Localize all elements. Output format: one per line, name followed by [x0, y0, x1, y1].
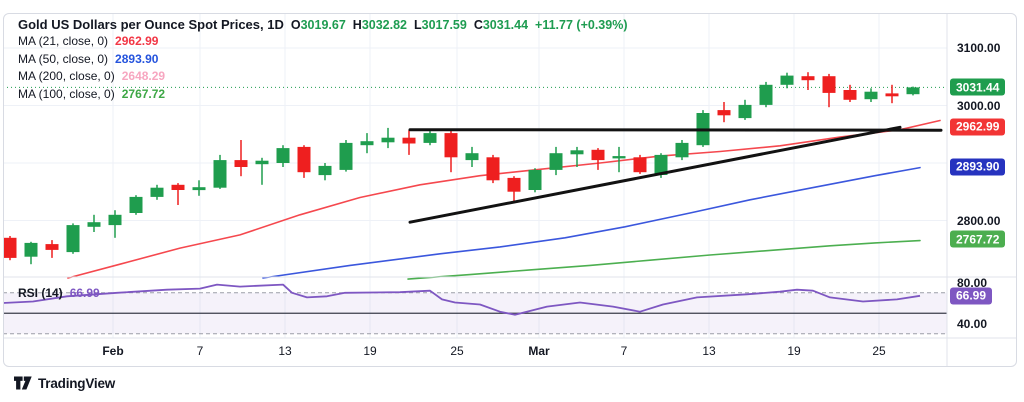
trendline — [408, 128, 943, 132]
rsi-legend-row: RSI (14) 66.99 — [18, 286, 100, 300]
low-value: L3017.59 — [414, 18, 467, 32]
price-axis-badge: 66.99 — [950, 287, 993, 305]
candle-up — [528, 169, 542, 190]
candle-down — [486, 157, 500, 181]
rsi-line — [2, 283, 921, 316]
candle-up — [780, 75, 794, 85]
candle-up — [87, 222, 101, 227]
ma100-legend-row: MA (100, close, 0) 2767.72 — [18, 87, 166, 101]
tradingview-logo[interactable]: TradingView — [14, 375, 115, 391]
ma21-legend-row: MA (21, close, 0) 2962.99 — [18, 34, 159, 48]
candle-down — [591, 149, 605, 161]
candle-up — [129, 196, 143, 213]
candles-layer — [3, 72, 920, 265]
price-axis-badge: 2767.72 — [950, 230, 1006, 248]
candle-up — [66, 225, 80, 253]
time-axis-label: Feb — [102, 344, 124, 358]
time-axis-label: 19 — [787, 344, 801, 358]
tradingview-logo-icon — [14, 376, 32, 390]
ma21-line — [67, 119, 941, 279]
candle-down — [822, 76, 836, 93]
open-value: O3019.67 — [290, 18, 346, 32]
candle-up — [318, 165, 332, 176]
candle-down — [45, 244, 59, 250]
rsi-indicator-label: RSI (14) — [18, 286, 63, 300]
time-axis-label: 25 — [450, 344, 464, 358]
candle-up — [759, 84, 773, 105]
candle-up — [108, 214, 122, 226]
candle-down — [885, 93, 899, 97]
candle-down — [234, 160, 248, 167]
candle-up — [465, 153, 479, 161]
ma200-legend-row: MA (200, close, 0) 2648.29 — [18, 69, 166, 83]
candle-down — [444, 133, 458, 158]
change-value: +11.77 (+0.39%) — [535, 18, 628, 32]
candle-up — [549, 153, 563, 170]
candle-up — [612, 156, 626, 159]
close-value: C3031.44 — [473, 18, 529, 32]
candle-up — [255, 160, 269, 165]
candle-down — [3, 237, 17, 258]
symbol-title: Gold US Dollars per Ounce Spot Prices, 1… — [18, 17, 284, 32]
candle-down — [717, 110, 731, 116]
candle-down — [507, 177, 521, 192]
candle-down — [801, 76, 815, 81]
price-axis-label: 80.00 — [957, 275, 988, 290]
candle-up — [192, 187, 206, 191]
price-axis-label: 3100.00 — [957, 41, 1001, 55]
candle-down — [297, 146, 311, 173]
symbol-row: Gold US Dollars per Ounce Spot Prices, 1… — [18, 17, 627, 32]
candle-down — [171, 184, 185, 190]
candle-up — [276, 148, 290, 163]
price-axis-label: 2800.00 — [957, 213, 1001, 228]
candle-up — [864, 91, 878, 100]
time-axis-label: Mar — [528, 344, 550, 358]
rsi-indicator-value: 66.99 — [69, 286, 100, 300]
candle-up — [654, 154, 668, 175]
candle-up — [213, 160, 227, 188]
time-axis-label: 19 — [363, 344, 377, 358]
candle-up — [24, 242, 38, 257]
candle-up — [339, 142, 353, 170]
price-axis-label: 40.00 — [957, 316, 988, 331]
candle-down — [402, 137, 416, 144]
time-axis-label: 13 — [702, 344, 716, 358]
trendline — [408, 125, 902, 224]
time-axis-label: 25 — [872, 344, 886, 358]
high-value: H3032.82 — [352, 18, 407, 32]
candle-up — [675, 142, 689, 158]
candle-up — [423, 133, 437, 143]
time-axis-label: 7 — [620, 344, 628, 358]
ma100-line — [407, 239, 921, 280]
price-axis-badge: 2962.99 — [950, 118, 1006, 136]
candle-up — [570, 150, 584, 155]
candle-up — [381, 137, 395, 143]
price-axis-label: 3000.00 — [957, 98, 1001, 113]
ma50-legend-row: MA (50, close, 0) 2893.90 — [18, 52, 159, 66]
candle-down — [843, 90, 857, 100]
candle-up — [150, 187, 164, 197]
time-axis-label: 13 — [278, 344, 292, 358]
legend: Gold US Dollars per Ounce Spot Prices, 1… — [18, 17, 627, 101]
ma50-line — [262, 166, 921, 279]
candle-down — [633, 157, 647, 173]
tradingview-logo-text: TradingView — [38, 375, 116, 391]
time-axis-label: 7 — [196, 344, 204, 358]
candle-up — [360, 141, 374, 146]
candle-up — [906, 87, 920, 95]
price-axis-badge: 2893.90 — [950, 158, 1006, 175]
price-axis-badge: 3031.44 — [950, 78, 1006, 96]
candle-up — [738, 104, 752, 119]
